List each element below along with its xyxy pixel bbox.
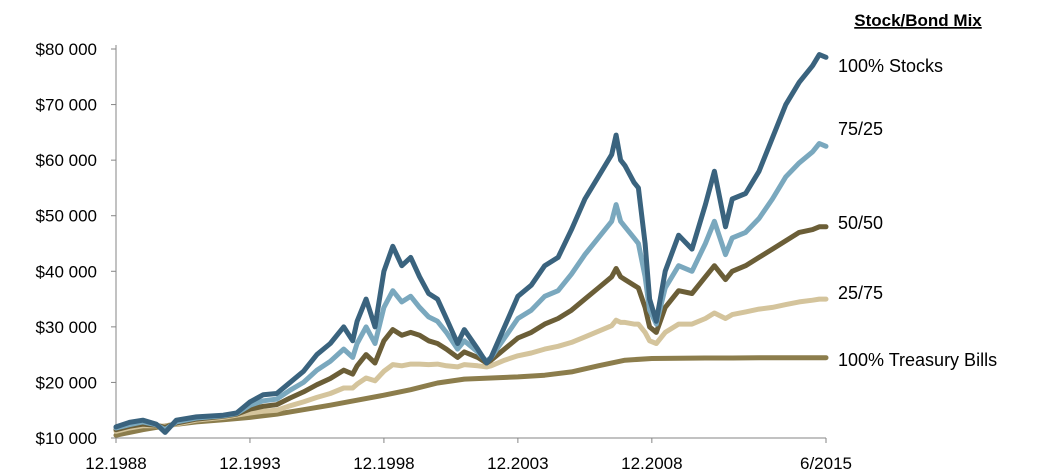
series-label: 50/50 [838, 213, 883, 233]
x-tick-group: 12.1988 12.1993 12.1998 12.2003 12.2008 6/201… [85, 438, 852, 472]
series-labels: 100% Stocks 75/25 50/50 25/75 100% Treasury … [838, 56, 997, 370]
y-tick-label: $80 000 [36, 40, 97, 59]
x-tick-label: 12.2003 [487, 454, 548, 472]
y-tick-group: $10 000 $20 000 $30 000 $40 000 $50 000 $60 0… [36, 40, 116, 448]
y-tick-label: $40 000 [36, 262, 97, 281]
y-tick-label: $60 000 [36, 151, 97, 170]
series-label: 100% Treasury Bills [838, 350, 997, 370]
series-label: 75/25 [838, 119, 883, 139]
x-tick-label: 12.1998 [353, 454, 414, 472]
x-tick-label: 6/2015 [800, 454, 852, 472]
x-tick-label: 12.1988 [85, 454, 146, 472]
y-tick-label: $50 000 [36, 207, 97, 226]
y-tick-label: $20 000 [36, 373, 97, 392]
series-label: 25/75 [838, 283, 883, 303]
legend: Stock/Bond Mix 100% Stocks 75/25 50/50 25/7… [838, 11, 997, 370]
plot-area: $10 000 $20 000 $30 000 $40 000 $50 000 $60 0… [36, 40, 852, 472]
y-tick-label: $70 000 [36, 96, 97, 115]
series-line-1 [113, 52, 829, 435]
x-tick-label: 12.2008 [621, 454, 682, 472]
series-lines [113, 52, 829, 438]
y-tick-label: $30 000 [36, 318, 97, 337]
legend-title: Stock/Bond Mix [854, 11, 982, 30]
series-label: 100% Stocks [838, 56, 943, 76]
x-tick-label: 12.1993 [219, 454, 280, 472]
series-line-3 [113, 224, 829, 433]
series-line-4 [113, 296, 829, 434]
series-line-5 [113, 355, 829, 438]
y-tick-label: $10 000 [36, 429, 97, 448]
